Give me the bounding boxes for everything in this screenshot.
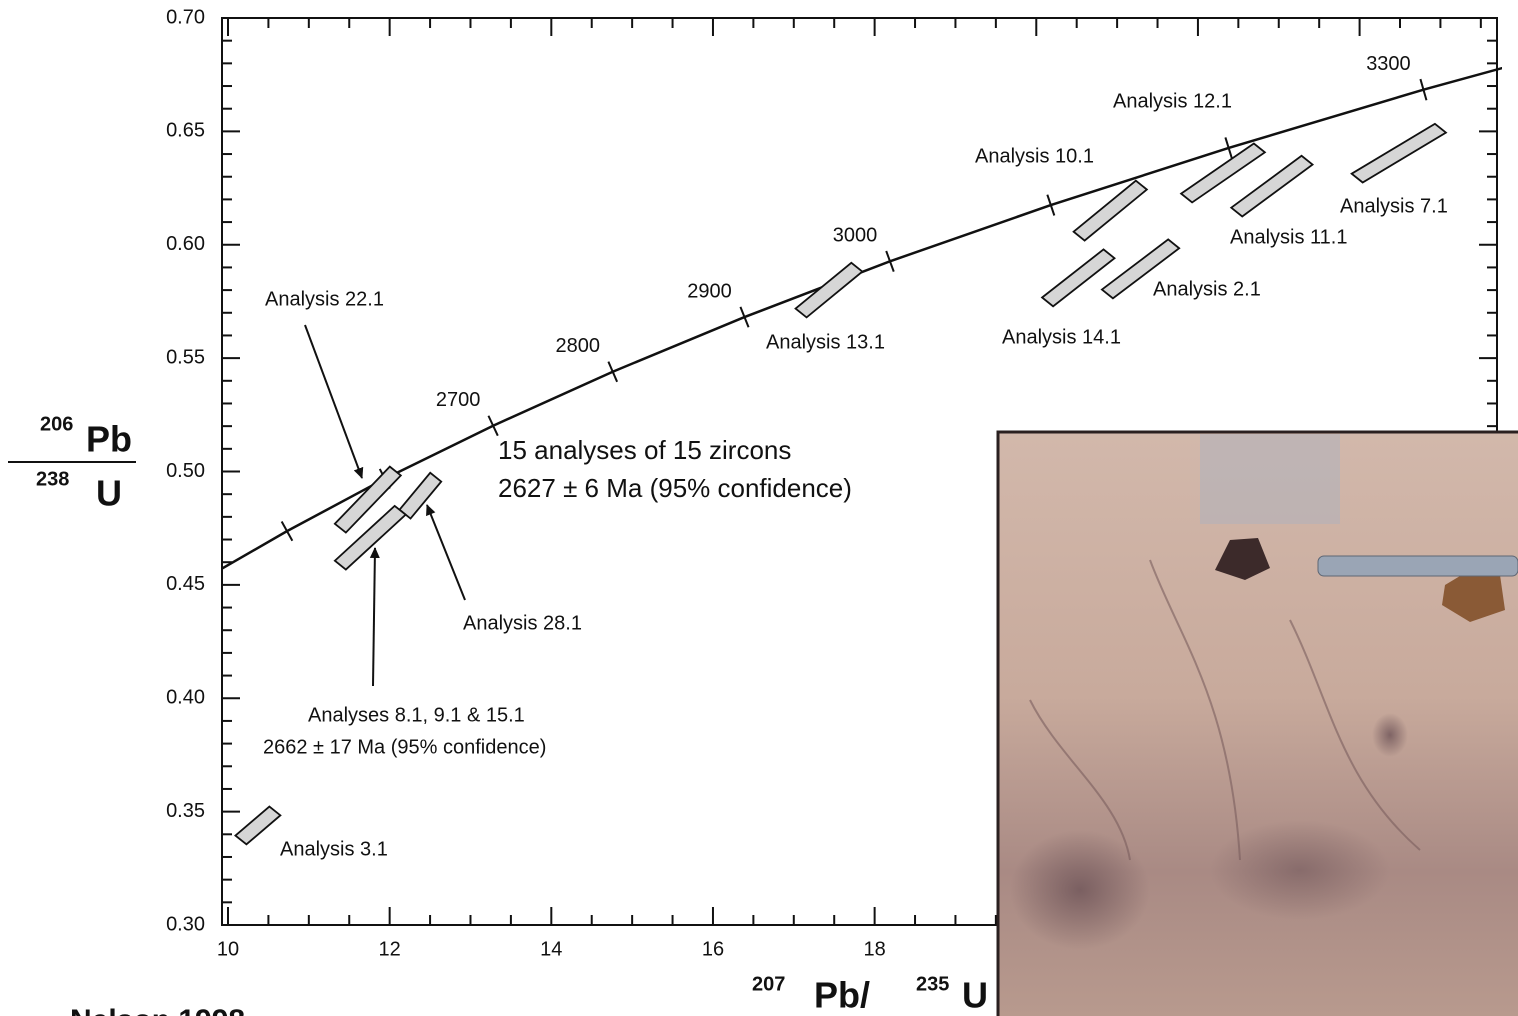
analysis-label: Analyses 8.1, 9.1 & 15.1 [308, 704, 525, 726]
annotation: 15 analyses of 15 zircons [498, 435, 791, 465]
analysis-label: Analysis 11.1 [1230, 226, 1347, 248]
y-tick-label: 0.50 [166, 460, 205, 482]
x-label-main: Pb/ [814, 975, 870, 1016]
inset-photo [998, 432, 1518, 1016]
x-tick-label: 14 [540, 938, 562, 960]
y-tick-label: 0.65 [166, 120, 205, 142]
error-parallelogram [1352, 124, 1446, 183]
x-tick-label: 18 [863, 938, 885, 960]
error-parallelogram [235, 807, 280, 845]
y-tick-label: 0.35 [166, 800, 205, 822]
age-label: 2800 [555, 335, 600, 357]
y-label-den-sup: 238 [36, 468, 69, 490]
x-label-sup2: 235 [916, 973, 949, 995]
age-label: 2900 [687, 280, 732, 302]
chart: 206 Pb 238 U 207 Pb/ 235 U Nelson 1998 1… [0, 0, 1518, 1016]
credit: Nelson 1998 [70, 1004, 245, 1016]
annotation: 2627 ± 6 Ma (95% confidence) [498, 473, 852, 503]
age-tick [488, 416, 497, 436]
photo-blot [1210, 820, 1390, 920]
y-axis-label: 206 Pb 238 U [8, 413, 136, 513]
age-label: 3000 [833, 225, 878, 247]
analysis-label: Analysis 10.1 [975, 145, 1094, 167]
age-label: 3300 [1366, 53, 1411, 75]
age-tick [282, 522, 293, 541]
annotation: 2662 ± 17 Ma (95% confidence) [263, 736, 546, 758]
analysis-label: Analysis 22.1 [265, 288, 384, 310]
x-tick-label: 10 [217, 938, 239, 960]
arrow [373, 548, 375, 686]
age-label: 2700 [436, 389, 481, 411]
analysis-label: Analysis 3.1 [280, 838, 388, 860]
analysis-label: Analysis 2.1 [1153, 278, 1261, 300]
arrow [427, 505, 465, 600]
page: {"chart_data": { "type": "concordia", "x… [0, 0, 1518, 1016]
y-label-den: U [96, 473, 122, 514]
y-tick-label: 0.45 [166, 573, 205, 595]
x-label-sup: 207 [752, 973, 785, 995]
error-parallelogram [1042, 249, 1114, 306]
y-tick-label: 0.40 [166, 687, 205, 709]
error-parallelogram [400, 473, 442, 519]
y-label-num: Pb [86, 419, 132, 460]
error-parallelogram [796, 263, 863, 318]
x-tick-label: 16 [702, 938, 724, 960]
y-tick-label: 0.70 [166, 6, 205, 28]
error-parallelogram [1074, 181, 1147, 241]
y-tick-label: 0.60 [166, 233, 205, 255]
x-tick-label: 12 [379, 938, 401, 960]
analysis-label: Analysis 7.1 [1340, 195, 1448, 217]
arrow [305, 325, 362, 478]
photo-rod [1318, 556, 1518, 576]
x-axis-label: 207 Pb/ 235 U [752, 973, 988, 1015]
photo-blot [1010, 830, 1150, 950]
y-tick-label: 0.55 [166, 346, 205, 368]
photo-shade [1200, 434, 1340, 524]
analysis-label: Analysis 12.1 [1113, 90, 1232, 112]
analysis-label: Analysis 28.1 [463, 612, 582, 634]
analysis-label: Analysis 14.1 [1002, 326, 1121, 348]
analysis-label: Analysis 13.1 [766, 331, 885, 353]
x-label-main2: U [962, 975, 988, 1016]
photo-blot [1372, 713, 1408, 757]
y-label-num-sup: 206 [40, 413, 73, 435]
y-tick-label: 0.30 [166, 913, 205, 935]
